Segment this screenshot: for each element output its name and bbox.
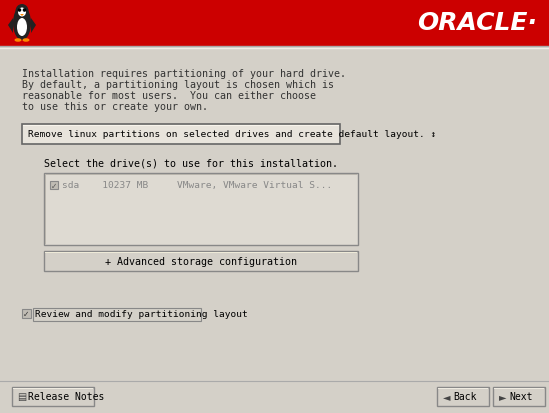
Bar	[23, 126, 339, 127]
Bar	[45, 175, 46, 244]
Text: ORACLE·: ORACLE·	[417, 12, 537, 36]
Ellipse shape	[15, 5, 29, 19]
Text: to use this or create your own.: to use this or create your own.	[22, 102, 208, 112]
Text: ►: ►	[499, 392, 507, 401]
Bar	[45, 252, 357, 254]
Text: ▤: ▤	[18, 392, 26, 401]
Text: Installation requires partitioning of your hard drive.: Installation requires partitioning of yo…	[22, 69, 346, 79]
Bar	[44, 252, 358, 271]
Bar	[22, 309, 31, 318]
Text: Remove linux partitions on selected drives and create default layout. ↕: Remove linux partitions on selected driv…	[28, 130, 436, 139]
Ellipse shape	[18, 9, 26, 17]
Text: Review and modify partitioning layout: Review and modify partitioning layout	[35, 309, 248, 318]
Bar	[50, 182, 58, 190]
Bar	[44, 173, 358, 245]
Bar	[493, 387, 545, 406]
Ellipse shape	[23, 39, 30, 43]
Bar	[0, 0, 549, 47]
Text: ◄: ◄	[443, 392, 451, 401]
Bar	[494, 388, 544, 389]
Text: sda    10237 MB     VMware, VMware Virtual S...: sda 10237 MB VMware, VMware Virtual S...	[62, 181, 332, 190]
Polygon shape	[20, 15, 24, 17]
Ellipse shape	[14, 39, 21, 43]
Text: By default, a partitioning layout is chosen which is: By default, a partitioning layout is cho…	[22, 80, 334, 90]
Bar	[45, 175, 357, 176]
Ellipse shape	[13, 7, 31, 41]
Bar	[12, 387, 94, 406]
Polygon shape	[31, 19, 36, 34]
Text: + Advanced storage configuration: + Advanced storage configuration	[105, 256, 297, 266]
Bar	[438, 388, 488, 389]
Bar	[13, 388, 93, 389]
Bar	[33, 308, 201, 321]
Text: ✓: ✓	[51, 181, 57, 190]
Text: ✓: ✓	[23, 309, 30, 318]
Bar	[437, 387, 489, 406]
Text: Select the drive(s) to use for this installation.: Select the drive(s) to use for this inst…	[44, 159, 338, 169]
Circle shape	[18, 9, 21, 13]
Bar	[22, 125, 340, 145]
Text: Release Notes: Release Notes	[28, 392, 104, 401]
Text: reasonable for most users.  You can either choose: reasonable for most users. You can eithe…	[22, 91, 316, 101]
Text: Back: Back	[453, 392, 477, 401]
Circle shape	[23, 9, 26, 13]
Text: Next: Next	[509, 392, 533, 401]
Ellipse shape	[17, 19, 27, 37]
Polygon shape	[8, 19, 13, 34]
